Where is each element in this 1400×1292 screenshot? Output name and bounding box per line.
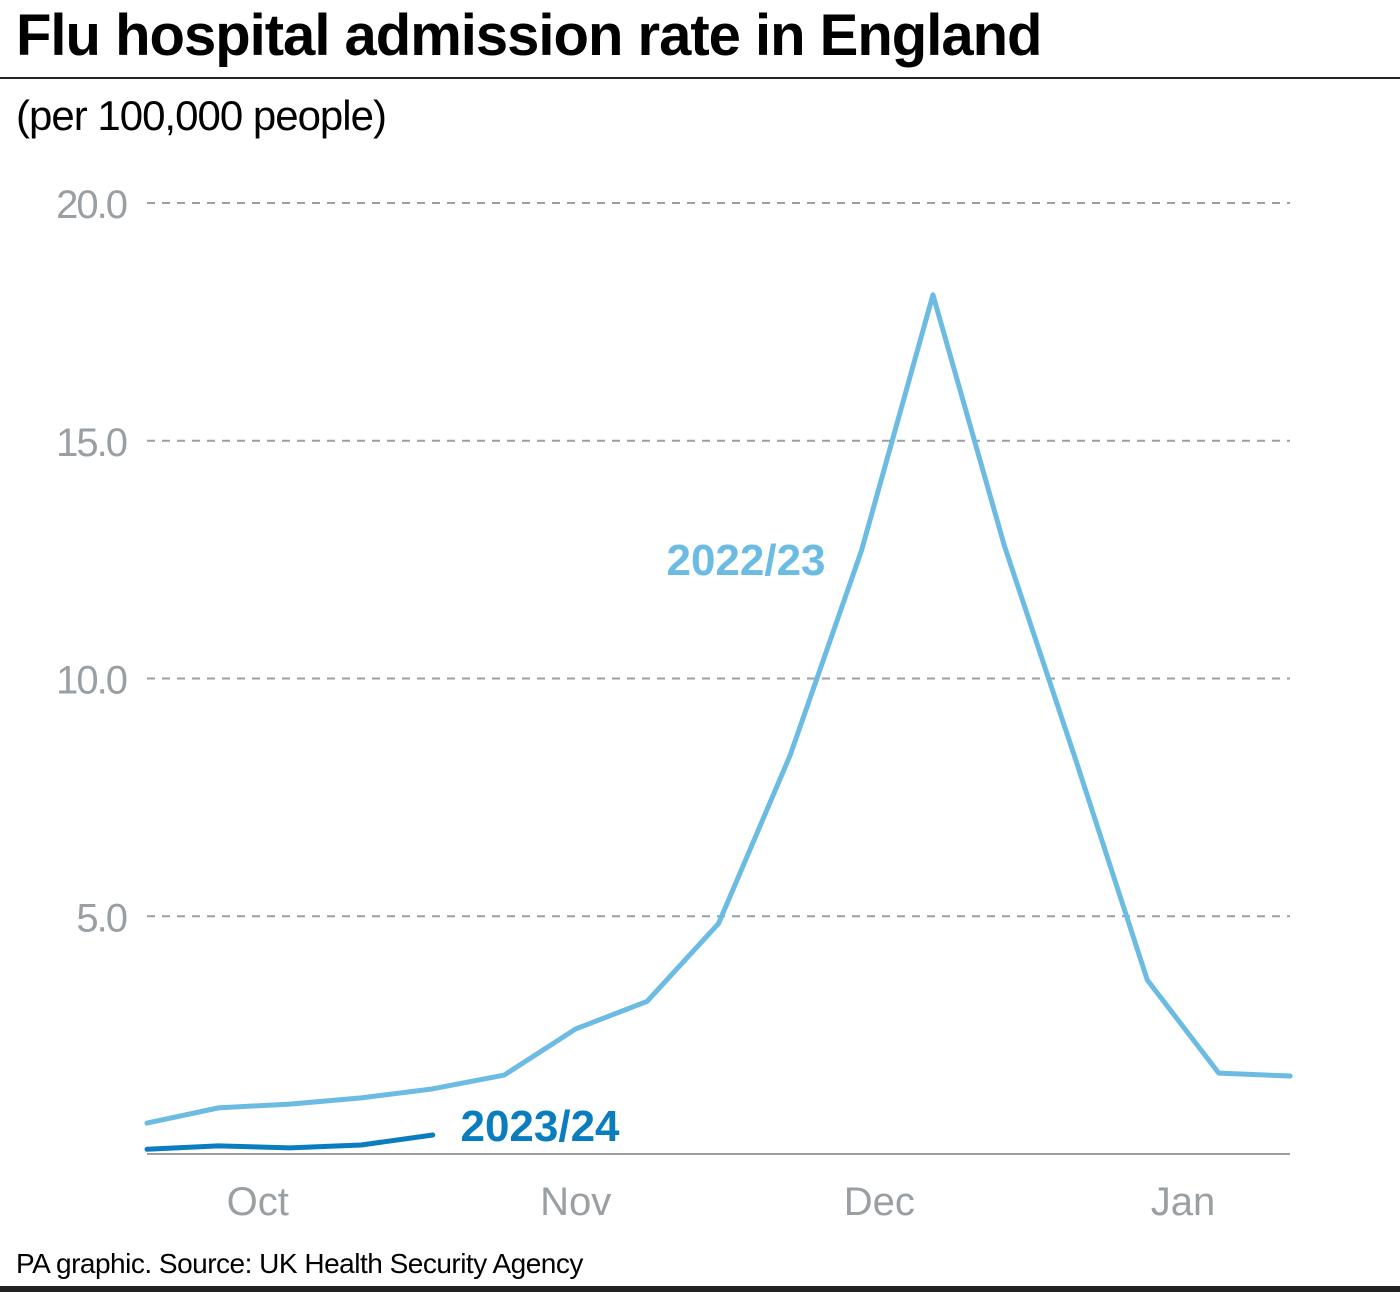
series-line-2022-23 xyxy=(144,292,1293,1126)
title-divider xyxy=(0,77,1400,79)
y-tick-label: 10.0 xyxy=(56,659,127,703)
x-tick-label: Jan xyxy=(1151,1180,1216,1224)
bottom-divider xyxy=(0,1286,1400,1292)
series-label: 2023/24 xyxy=(460,1102,620,1151)
y-tick-label: 15.0 xyxy=(56,421,127,465)
x-tick-label: Dec xyxy=(844,1180,915,1224)
source-note: PA graphic. Source: UK Health Security A… xyxy=(16,1248,583,1279)
y-tick-label: 5.0 xyxy=(76,896,126,940)
x-tick-label: Oct xyxy=(227,1180,289,1224)
chart-subtitle: (per 100,000 people) xyxy=(16,92,387,139)
chart-title: Flu hospital admission rate in England xyxy=(16,3,1042,68)
series-line-2023-24 xyxy=(144,1132,436,1152)
x-tick-label: Nov xyxy=(540,1180,611,1224)
series-label: 2022/23 xyxy=(666,536,825,585)
y-tick-label: 20.0 xyxy=(56,183,127,227)
